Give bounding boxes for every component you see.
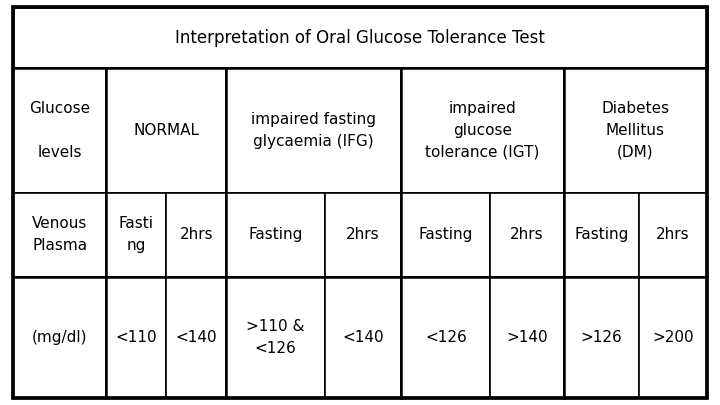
- Bar: [564, 68, 707, 193]
- Text: <110: <110: [115, 330, 157, 345]
- Text: impaired
glucose
tolerance (IGT): impaired glucose tolerance (IGT): [426, 100, 540, 160]
- Text: 2hrs: 2hrs: [179, 227, 213, 242]
- Text: Fasting: Fasting: [418, 227, 473, 242]
- Bar: [166, 193, 226, 277]
- Bar: [564, 277, 639, 398]
- Text: 2hrs: 2hrs: [510, 227, 544, 242]
- Text: Fasting: Fasting: [248, 227, 302, 242]
- Text: 2hrs: 2hrs: [346, 227, 379, 242]
- Bar: [564, 193, 639, 277]
- Text: <126: <126: [425, 330, 467, 345]
- Bar: [13, 277, 107, 398]
- Bar: [325, 277, 401, 398]
- Text: Fasti
ng: Fasti ng: [119, 216, 154, 253]
- Text: Glucose

levels: Glucose levels: [29, 100, 90, 160]
- Bar: [13, 68, 107, 193]
- Text: Venous
Plasma: Venous Plasma: [32, 216, 87, 253]
- Bar: [13, 193, 107, 277]
- Bar: [107, 277, 166, 398]
- Text: <140: <140: [342, 330, 384, 345]
- Bar: [166, 277, 226, 398]
- Bar: [401, 68, 564, 193]
- Bar: [490, 193, 564, 277]
- Text: 2hrs: 2hrs: [656, 227, 690, 242]
- Bar: [107, 68, 226, 193]
- Text: Diabetes
Mellitus
(DM): Diabetes Mellitus (DM): [601, 100, 670, 160]
- Text: <140: <140: [176, 330, 217, 345]
- Bar: [107, 193, 166, 277]
- Bar: [325, 193, 401, 277]
- Text: impaired fasting
glycaemia (IFG): impaired fasting glycaemia (IFG): [251, 112, 377, 149]
- Text: Fasting: Fasting: [574, 227, 629, 242]
- Bar: [226, 277, 325, 398]
- Bar: [401, 193, 490, 277]
- Bar: [639, 193, 707, 277]
- Bar: [639, 277, 707, 398]
- Text: >200: >200: [652, 330, 693, 345]
- Bar: [490, 277, 564, 398]
- Text: >110 &
<126: >110 & <126: [246, 319, 305, 356]
- Text: >126: >126: [580, 330, 622, 345]
- Text: NORMAL: NORMAL: [133, 123, 199, 138]
- Bar: [226, 68, 401, 193]
- Text: (mg/dl): (mg/dl): [32, 330, 87, 345]
- Bar: [401, 277, 490, 398]
- Bar: [13, 7, 707, 68]
- Text: Interpretation of Oral Glucose Tolerance Test: Interpretation of Oral Glucose Tolerance…: [175, 28, 545, 47]
- Bar: [226, 193, 325, 277]
- Text: >140: >140: [506, 330, 548, 345]
